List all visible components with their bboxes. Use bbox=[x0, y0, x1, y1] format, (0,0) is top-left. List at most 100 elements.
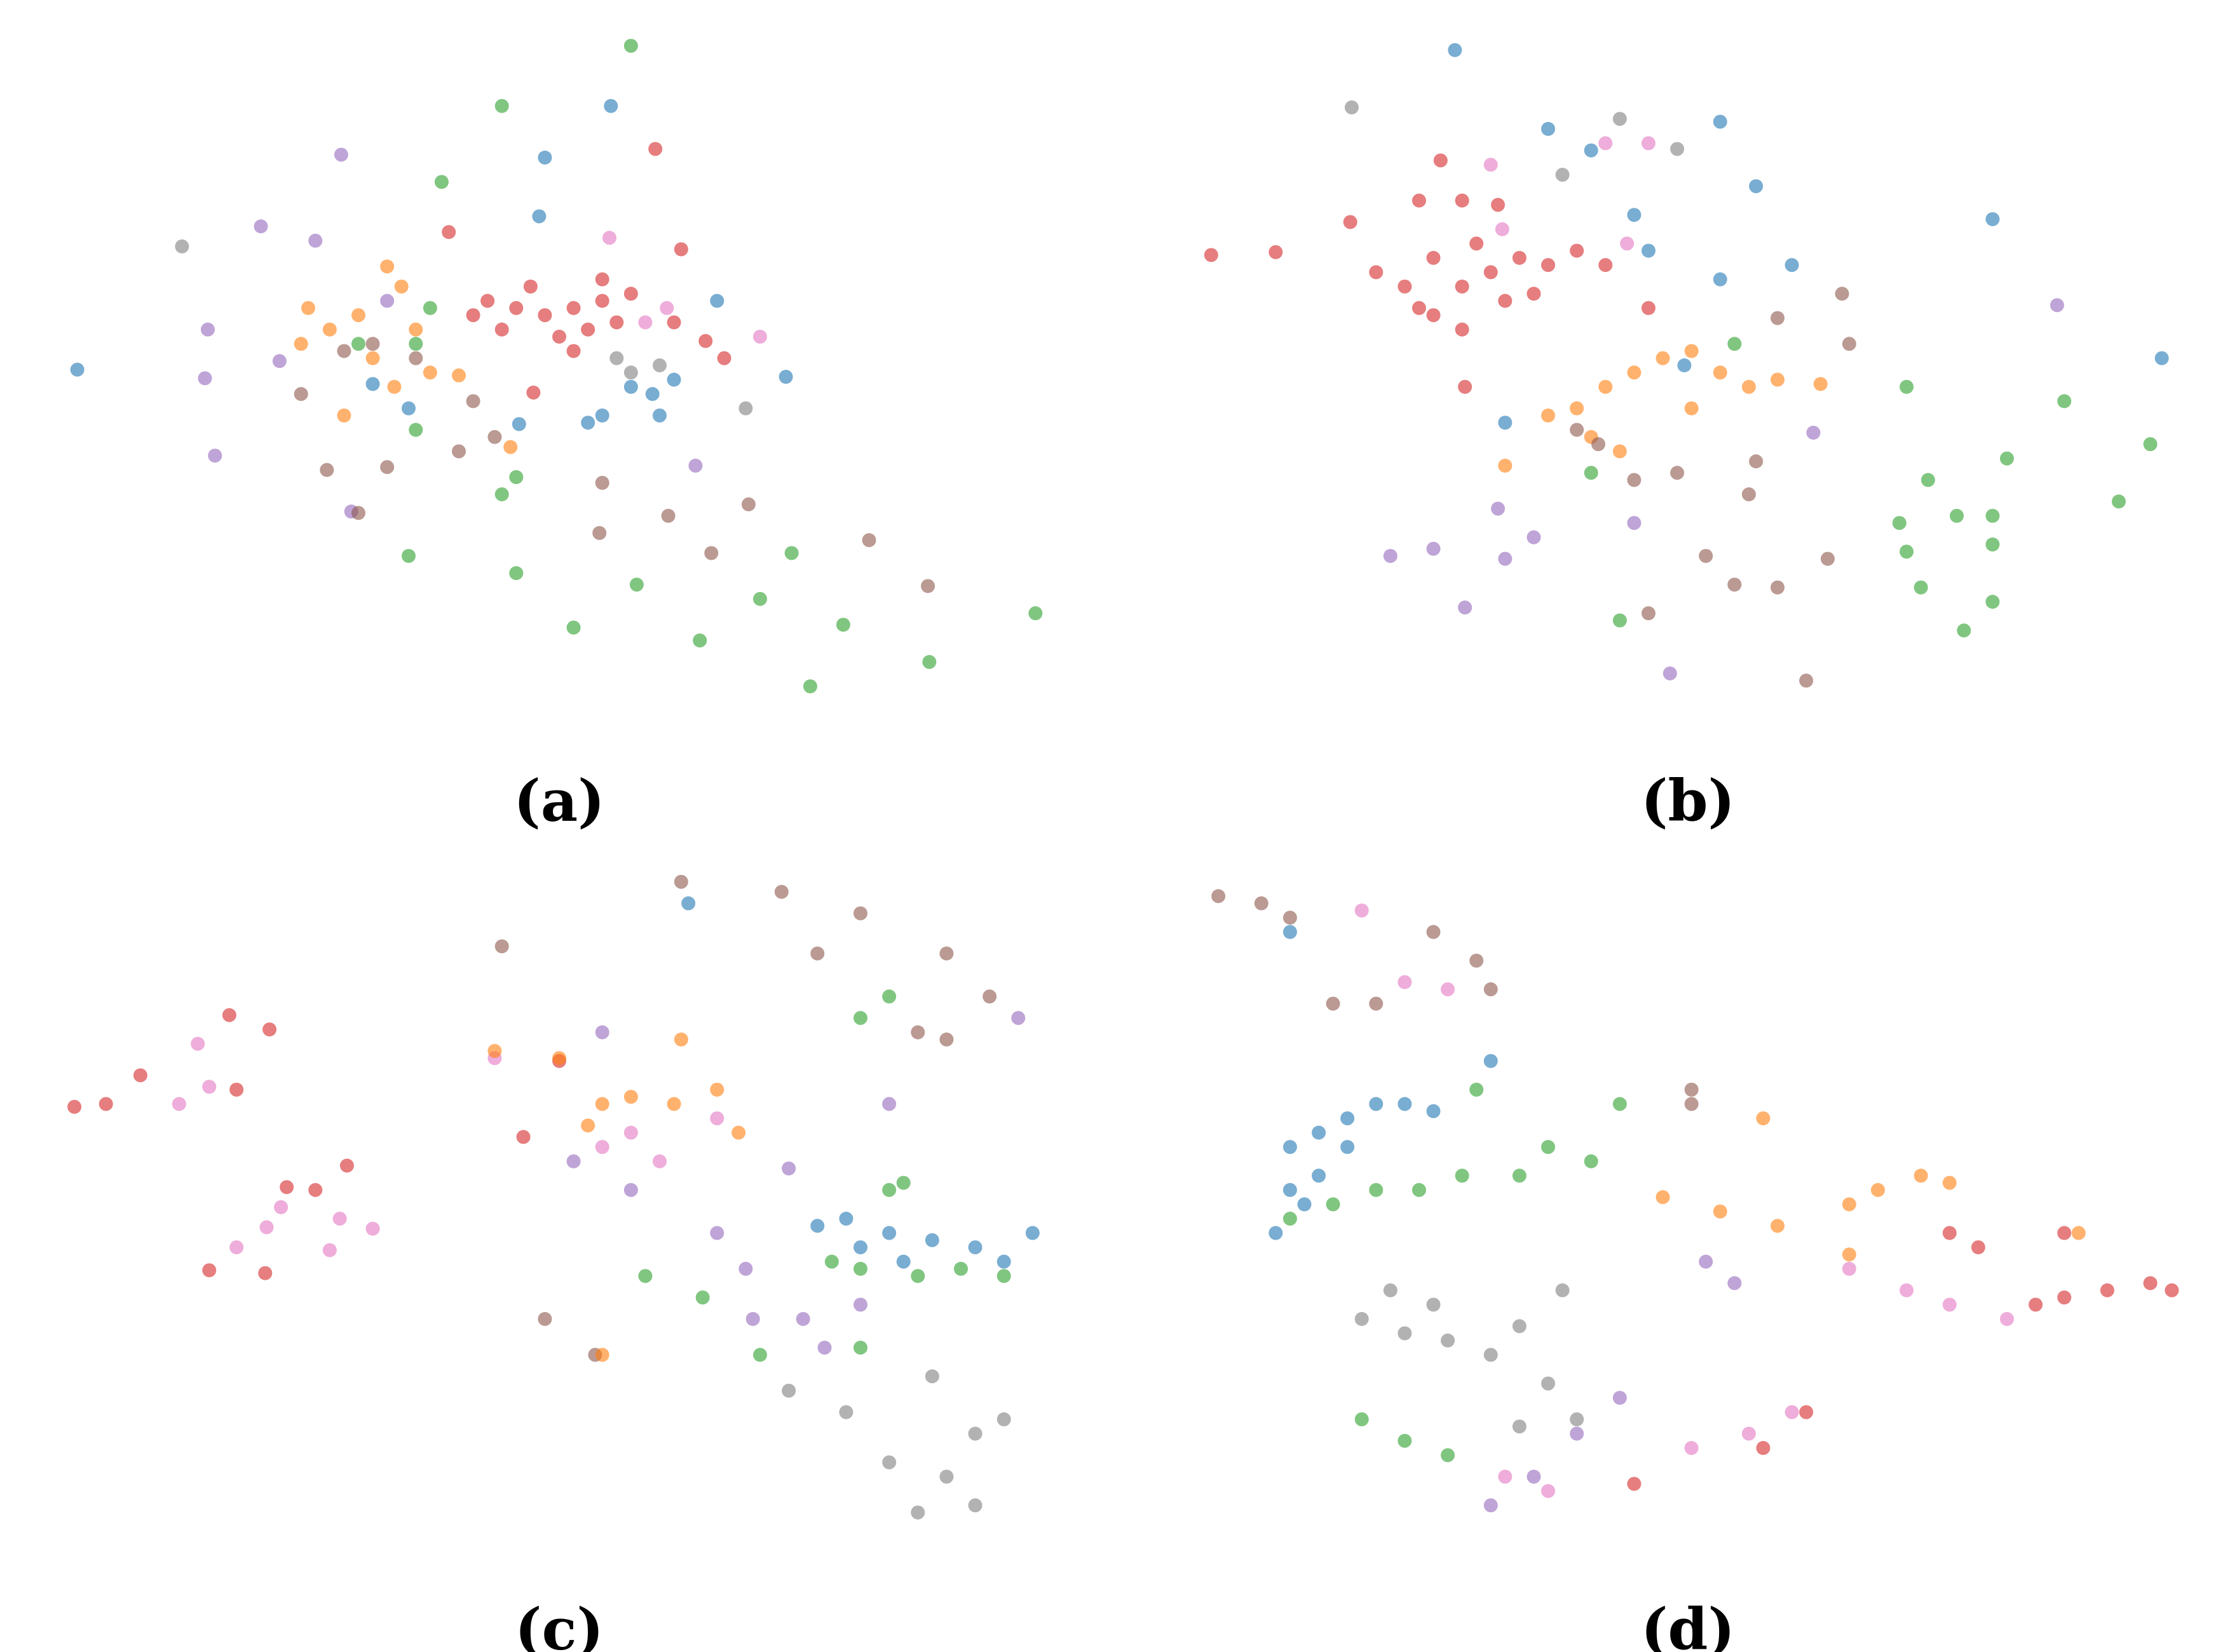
point bbox=[693, 633, 707, 648]
point bbox=[996, 1412, 1011, 1426]
point bbox=[1985, 595, 2000, 609]
point bbox=[1999, 451, 2014, 466]
point bbox=[581, 322, 595, 337]
point bbox=[202, 1080, 217, 1094]
point bbox=[1598, 258, 1613, 273]
point bbox=[322, 1243, 337, 1257]
point bbox=[753, 592, 767, 606]
point bbox=[1921, 473, 1935, 487]
point bbox=[1495, 222, 1509, 236]
point bbox=[717, 351, 731, 365]
point bbox=[581, 416, 595, 430]
point bbox=[1340, 1140, 1355, 1154]
point bbox=[2143, 437, 2158, 452]
point bbox=[1254, 896, 1268, 911]
point bbox=[1483, 1498, 1498, 1513]
point bbox=[983, 989, 997, 1004]
point bbox=[1326, 996, 1340, 1011]
point bbox=[996, 1269, 1011, 1283]
point bbox=[592, 525, 607, 540]
point bbox=[1441, 982, 1455, 997]
point bbox=[1627, 473, 1642, 487]
point bbox=[466, 308, 480, 323]
point bbox=[1498, 416, 1513, 430]
point bbox=[1570, 1412, 1584, 1426]
point bbox=[1526, 1470, 1541, 1484]
point bbox=[1354, 1412, 1369, 1426]
point bbox=[466, 394, 480, 409]
point bbox=[70, 362, 85, 377]
point bbox=[229, 1240, 244, 1255]
point bbox=[1282, 1140, 1297, 1154]
point bbox=[1282, 1182, 1297, 1197]
point bbox=[494, 939, 509, 954]
point bbox=[380, 259, 395, 274]
point bbox=[494, 322, 509, 337]
point bbox=[1282, 911, 1297, 925]
point bbox=[911, 1505, 925, 1520]
point bbox=[1612, 112, 1627, 126]
point bbox=[1498, 458, 1513, 473]
point bbox=[538, 150, 552, 165]
point bbox=[1455, 279, 1469, 294]
point bbox=[2165, 1283, 2179, 1297]
point bbox=[1799, 1405, 1814, 1419]
point bbox=[409, 322, 423, 337]
point bbox=[1641, 243, 1656, 258]
point bbox=[351, 337, 365, 351]
point bbox=[810, 1219, 825, 1233]
point bbox=[745, 1311, 760, 1326]
point bbox=[258, 1266, 273, 1280]
point bbox=[784, 546, 799, 560]
point bbox=[853, 1341, 867, 1355]
point bbox=[853, 1297, 867, 1312]
point bbox=[351, 506, 365, 520]
point bbox=[996, 1254, 1011, 1269]
point bbox=[262, 1022, 277, 1037]
point bbox=[1870, 1182, 1885, 1197]
point bbox=[509, 301, 524, 315]
point bbox=[1950, 508, 1964, 523]
point bbox=[1491, 198, 1506, 212]
point bbox=[538, 308, 552, 323]
point bbox=[254, 219, 268, 234]
point bbox=[1512, 1319, 1526, 1334]
point bbox=[1785, 1405, 1799, 1419]
point bbox=[595, 272, 609, 287]
point bbox=[1662, 666, 1677, 680]
point bbox=[1771, 1219, 1785, 1233]
point bbox=[2071, 1226, 2086, 1240]
panel-caption: (a) bbox=[513, 768, 604, 835]
point bbox=[1411, 301, 1426, 315]
point bbox=[661, 508, 676, 523]
point bbox=[853, 1261, 867, 1276]
point bbox=[741, 497, 756, 511]
point bbox=[198, 371, 212, 386]
point bbox=[1268, 245, 1283, 259]
point bbox=[351, 308, 365, 323]
point bbox=[1749, 179, 1764, 194]
point bbox=[1612, 1390, 1627, 1405]
point bbox=[660, 301, 674, 315]
point bbox=[638, 315, 653, 330]
point bbox=[509, 566, 524, 581]
point bbox=[922, 654, 937, 669]
point bbox=[1028, 606, 1043, 621]
point bbox=[202, 1263, 217, 1278]
point bbox=[394, 279, 409, 294]
point bbox=[402, 548, 416, 563]
point bbox=[882, 989, 897, 1004]
point bbox=[409, 337, 423, 351]
point bbox=[824, 1254, 839, 1269]
point bbox=[1684, 1082, 1699, 1097]
point bbox=[423, 301, 437, 315]
point bbox=[1749, 454, 1764, 469]
point bbox=[1411, 193, 1426, 208]
point bbox=[133, 1068, 147, 1083]
point bbox=[695, 1290, 710, 1305]
point bbox=[1756, 1440, 1771, 1455]
point bbox=[172, 1097, 186, 1111]
point bbox=[1397, 1433, 1412, 1448]
point bbox=[1842, 337, 1856, 351]
